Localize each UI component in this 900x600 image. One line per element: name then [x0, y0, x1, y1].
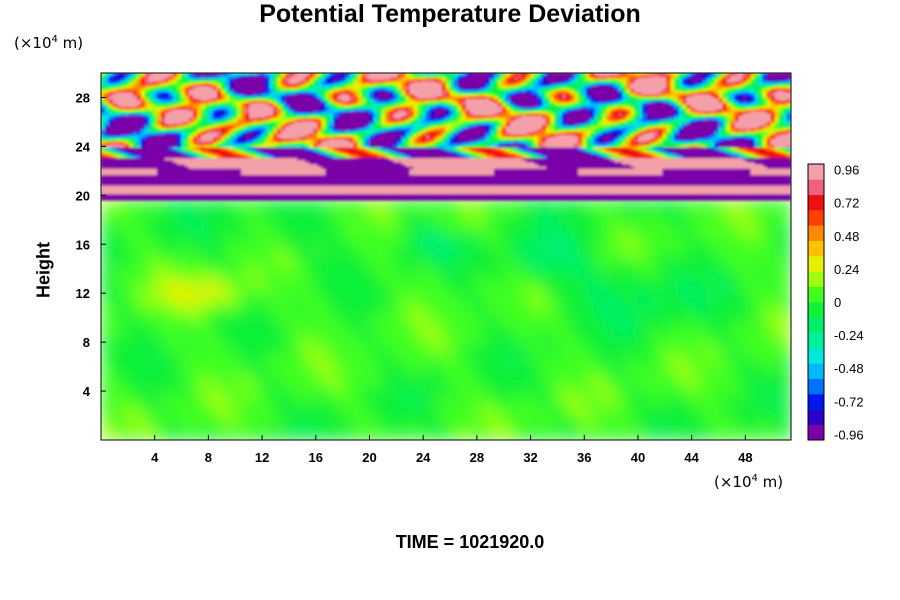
- x-tick-label: 24: [416, 450, 431, 465]
- chart-title: Potential Temperature Deviation: [259, 0, 641, 28]
- colorbar-frame: [807, 163, 825, 441]
- x-tick-label: 48: [738, 450, 752, 465]
- colorbar-tick-label: -0.48: [834, 361, 864, 376]
- x-tick-label: 28: [470, 450, 484, 465]
- y-tick-label: 20: [76, 188, 90, 203]
- colorbar-tick-label: 0.96: [834, 163, 859, 178]
- y-tick-label: 16: [76, 237, 90, 252]
- y-axis: 4 8 12 16 20 24 28: [76, 90, 106, 399]
- plot-frame: [100, 72, 792, 441]
- y-tick-label: 24: [76, 139, 91, 154]
- x-tick-label: 8: [205, 450, 212, 465]
- colorbar-swatch: [808, 286, 824, 303]
- colorbar-swatch: [808, 240, 824, 257]
- colorbar-swatch: [808, 424, 824, 441]
- colorbar-tick-label: 0.72: [834, 196, 859, 211]
- colorbar-swatch: [808, 348, 824, 364]
- colorbar-swatch: [808, 378, 824, 395]
- colorbar-swatch: [808, 225, 824, 241]
- colorbar-tick-label: -0.24: [834, 328, 864, 343]
- y-tick-label: 8: [83, 335, 90, 350]
- colorbar-swatch: [808, 179, 824, 195]
- colorbar-tick-label: 0.24: [834, 262, 859, 277]
- colorbar-tick-label: -0.72: [834, 394, 864, 409]
- colorbar-swatch: [808, 164, 824, 180]
- colorbar-swatch: [808, 271, 824, 287]
- x-tick-label: 36: [577, 450, 591, 465]
- colorbar-swatch: [808, 332, 824, 349]
- x-tick-label: 16: [309, 450, 323, 465]
- colorbar-swatch: [808, 394, 824, 410]
- colorbar-swatch: [808, 256, 824, 272]
- colorbar-swatch: [808, 302, 824, 318]
- x-tick-label: 44: [684, 450, 699, 465]
- y-tick-label: 12: [76, 286, 90, 301]
- x-tick-label: 40: [631, 450, 645, 465]
- colorbar-tick-label: 0.48: [834, 229, 859, 244]
- x-axis-unit: (×104 m): [714, 473, 784, 491]
- y-tick-label: 28: [76, 90, 90, 105]
- x-tick-label: 12: [255, 450, 269, 465]
- time-label: TIME = 1021920.0: [395, 532, 545, 552]
- colorbar-swatch: [808, 317, 824, 333]
- x-tick-label: 4: [151, 450, 159, 465]
- colorbar-swatch: [808, 194, 824, 211]
- x-tick-label: 32: [523, 450, 537, 465]
- x-axis: 4 8 12 16 20 24 28 32 36 40 44 48: [151, 435, 753, 465]
- colorbar: 0.96 0.72 0.48 0.24 0 -0.24 -0.48 -0.72 -0.96: [807, 163, 864, 442]
- plot-area: [101, 73, 791, 440]
- colorbar-swatch: [808, 409, 824, 425]
- y-tick-label: 4: [83, 384, 91, 399]
- colorbar-tick-label: 0: [834, 295, 841, 310]
- x-tick-label: 20: [362, 450, 376, 465]
- colorbar-tick-label: -0.96: [834, 427, 864, 442]
- y-axis-unit: (×104 m): [14, 34, 84, 52]
- colorbar-swatch: [808, 363, 824, 379]
- colorbar-swatch: [808, 210, 824, 226]
